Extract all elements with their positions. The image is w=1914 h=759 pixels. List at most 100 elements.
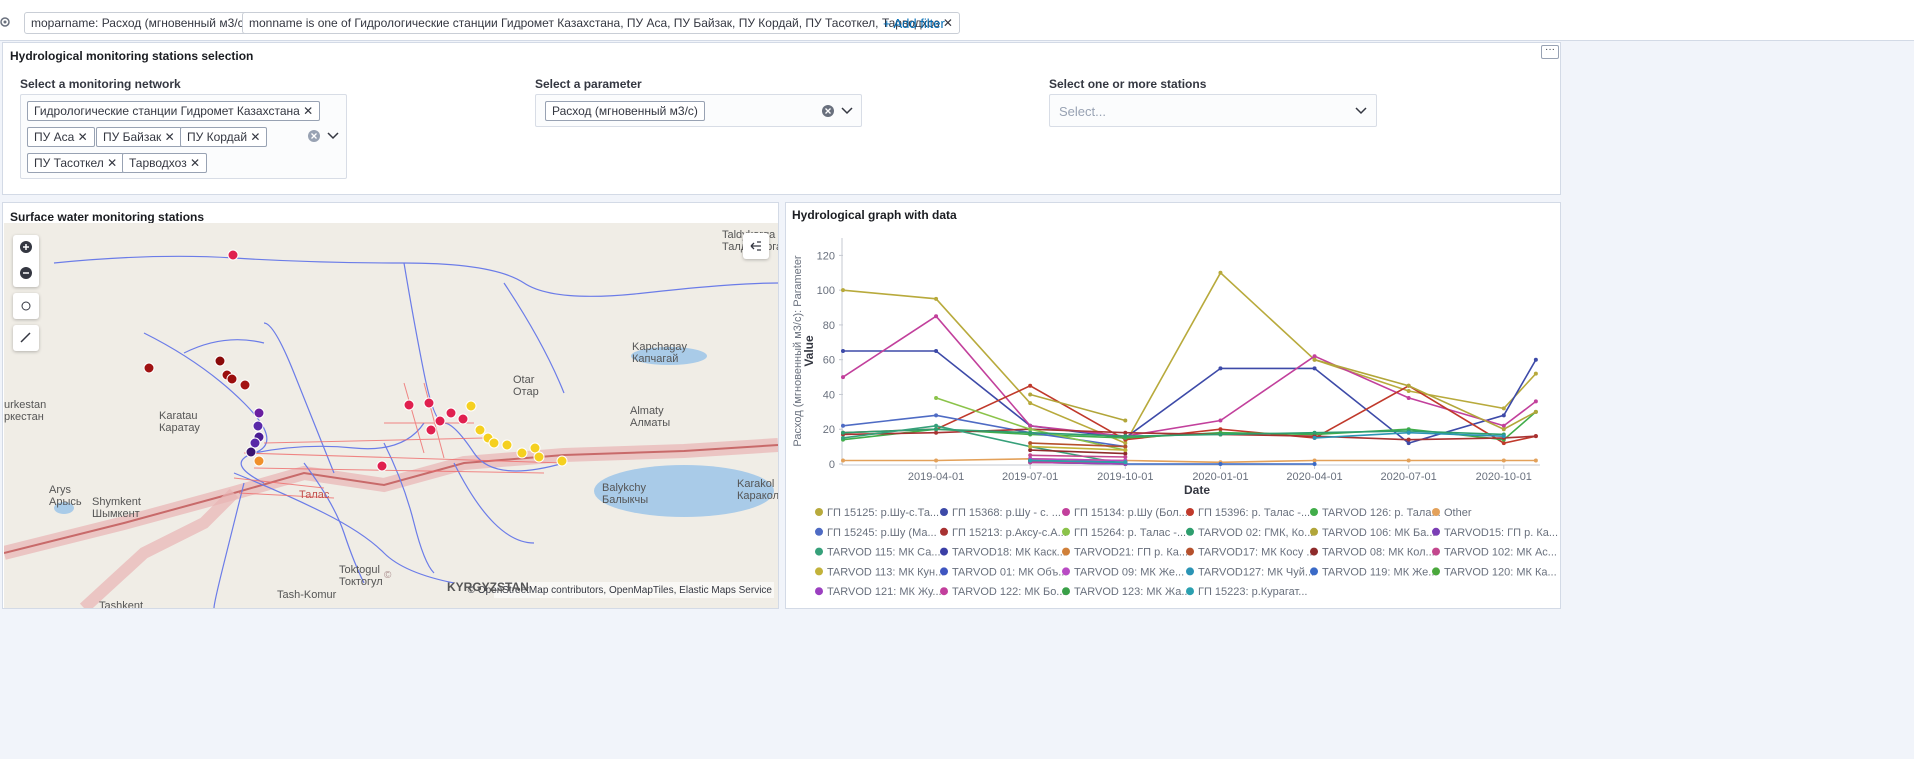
draw-button[interactable] bbox=[13, 325, 39, 351]
filter-text: monname is one of Гидрологические станци… bbox=[249, 16, 940, 30]
station-marker bbox=[474, 424, 486, 436]
attribution-bg bbox=[494, 582, 774, 598]
placeholder: Select... bbox=[1059, 104, 1106, 119]
chip[interactable]: Тарводхоз ✕ bbox=[122, 153, 208, 173]
filter-pill[interactable]: monname is one of Гидрологические станци… bbox=[242, 12, 960, 34]
station-marker bbox=[227, 249, 239, 261]
station-marker bbox=[252, 420, 264, 432]
place-label: Алматы bbox=[630, 417, 670, 429]
place-label: Almaty bbox=[630, 405, 664, 417]
station-marker bbox=[249, 437, 261, 449]
canals bbox=[233, 382, 565, 499]
chip[interactable]: ПУ Байзак ✕ bbox=[96, 127, 182, 147]
border-band bbox=[79, 488, 239, 608]
station-marker bbox=[403, 399, 415, 411]
chip[interactable]: ПУ Тасоткел ✕ bbox=[27, 153, 125, 173]
place-label: Toktogul bbox=[339, 564, 380, 576]
chip-text: ПУ Тасоткел bbox=[34, 156, 104, 170]
place-label: Otar bbox=[513, 374, 535, 386]
place-label: Tashkent bbox=[99, 600, 143, 608]
place-label: Balykchy bbox=[602, 482, 647, 494]
chip-text: Тарводхоз bbox=[129, 156, 187, 170]
chip[interactable]: ПУ Аса ✕ bbox=[27, 127, 95, 147]
border-line bbox=[4, 444, 778, 554]
control-label: Select a monitoring network bbox=[20, 77, 181, 91]
station-marker bbox=[226, 373, 238, 385]
station-marker bbox=[376, 460, 388, 472]
station-marker bbox=[423, 397, 435, 409]
station-marker bbox=[253, 407, 265, 419]
place-label: Каратау bbox=[159, 422, 200, 434]
station-marker bbox=[214, 355, 226, 367]
attribution: © OpenStreetMap contributors, OpenMapTil… bbox=[468, 585, 773, 596]
layers-button[interactable] bbox=[743, 233, 769, 259]
zoom-controls bbox=[13, 235, 39, 287]
place-label: Капчагай bbox=[632, 353, 678, 365]
lake bbox=[54, 502, 74, 514]
settings-icon[interactable] bbox=[0, 15, 12, 29]
station-marker bbox=[143, 362, 155, 374]
station-marker bbox=[457, 413, 469, 425]
place-label: Арысь bbox=[49, 496, 82, 508]
network-combobox[interactable]: Гидрологические станции Гидромет Казахст… bbox=[20, 94, 347, 179]
fit-button[interactable] bbox=[13, 293, 39, 319]
place-label: Каракол bbox=[737, 490, 778, 502]
place-label: urkestan bbox=[4, 399, 46, 411]
place-label: Shymkent bbox=[92, 496, 141, 508]
panel-menu[interactable]: ··· bbox=[1541, 45, 1559, 59]
combo-icons[interactable] bbox=[307, 129, 343, 143]
place-label: Tash-Komur bbox=[277, 589, 337, 601]
station-marker bbox=[253, 455, 265, 467]
place-label: KYRGYZSTAN bbox=[447, 580, 529, 594]
chip-text: Гидрологические станции Гидромет Казахст… bbox=[34, 104, 300, 118]
map-panel: Surface water monitoring stations bbox=[2, 202, 779, 609]
station-marker bbox=[533, 451, 545, 463]
chip-text: ПУ Аса bbox=[34, 130, 75, 144]
station-marker bbox=[501, 439, 513, 451]
place-label: Токтогул bbox=[339, 576, 383, 588]
station-marker bbox=[465, 400, 477, 412]
chip[interactable]: ПУ Кордай ✕ bbox=[180, 127, 268, 147]
station-marker bbox=[445, 407, 457, 419]
add-filter[interactable]: + Add filter bbox=[883, 16, 945, 31]
panel-title: Surface water monitoring stations bbox=[10, 210, 205, 224]
controls-panel: Hydrological monitoring stations selecti… bbox=[2, 42, 1561, 195]
filter-bar: moparname: Расход (мгновенный м3/с) ✕ mo… bbox=[0, 0, 1914, 41]
map-background bbox=[4, 223, 778, 608]
chevron[interactable] bbox=[1354, 104, 1368, 118]
map[interactable]: © © OpenStreetMap contributors, OpenMapT… bbox=[4, 223, 778, 608]
parameter-combobox[interactable]: Расход (мгновенный м3/с) bbox=[535, 94, 862, 127]
place-label: Балыкчы bbox=[602, 494, 648, 506]
chip[interactable]: Расход (мгновенный м3/с) bbox=[545, 101, 705, 121]
station-marker bbox=[529, 442, 541, 454]
filter-pill[interactable]: moparname: Расход (мгновенный м3/с) ✕ bbox=[24, 12, 268, 34]
station-marker bbox=[488, 437, 500, 449]
combo-icons[interactable] bbox=[821, 104, 857, 118]
place-label: Karakol bbox=[737, 478, 774, 490]
place-label: Шымкент bbox=[92, 508, 140, 520]
control-label: Select one or more stations bbox=[1049, 77, 1207, 91]
chip-text: ПУ Байзак bbox=[103, 130, 162, 144]
stations-combobox[interactable]: Select... bbox=[1049, 94, 1377, 127]
filter-text: moparname: Расход (мгновенный м3/с) bbox=[31, 16, 248, 30]
lake bbox=[594, 465, 774, 517]
station-marker bbox=[516, 447, 528, 459]
panel-title: Hydrological monitoring stations selecti… bbox=[10, 49, 254, 63]
chip-text: ПУ Кордай bbox=[187, 130, 248, 144]
station-marker bbox=[425, 424, 437, 436]
place-label: Отар bbox=[513, 386, 539, 398]
place-label: Талас bbox=[299, 489, 330, 501]
station-marker bbox=[245, 446, 257, 458]
control-label: Select a parameter bbox=[535, 77, 642, 91]
place-label: Arys bbox=[49, 484, 72, 496]
station-marker bbox=[556, 455, 568, 467]
place-label: ркестан bbox=[4, 411, 44, 423]
place-label: Karatau bbox=[159, 410, 198, 422]
chip[interactable]: Гидрологические станции Гидромет Казахст… bbox=[27, 101, 321, 121]
station-marker bbox=[434, 415, 446, 427]
lake bbox=[631, 347, 707, 365]
graph-panel bbox=[785, 202, 1561, 609]
place-label: Kapchagay bbox=[632, 341, 688, 353]
map-label: © bbox=[384, 570, 392, 581]
